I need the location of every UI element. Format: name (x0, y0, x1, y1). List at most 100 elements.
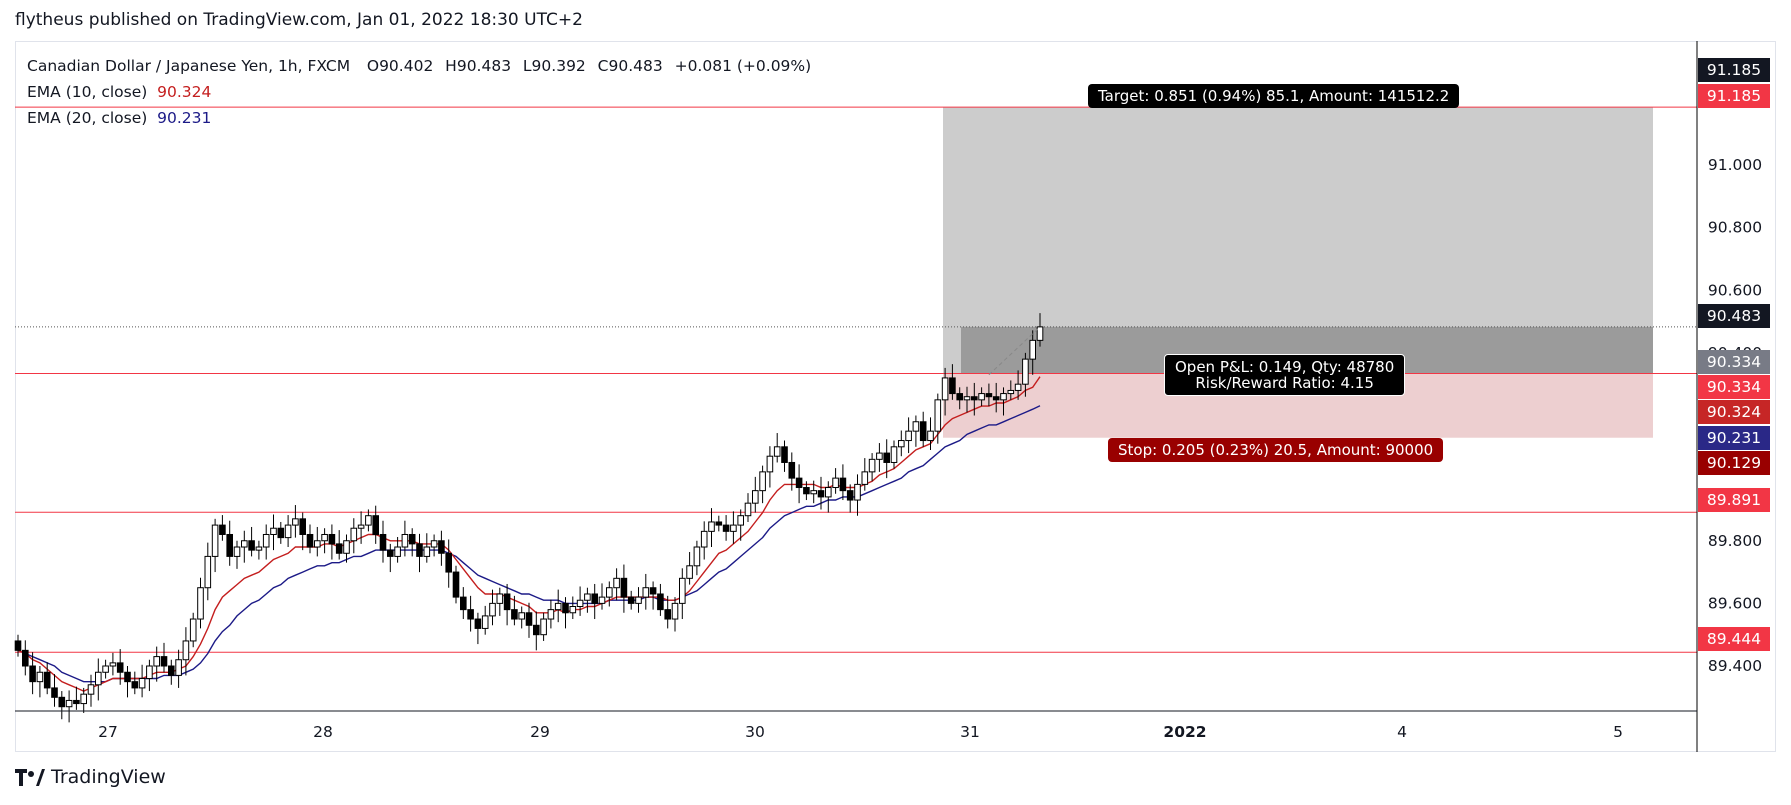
candle-body-110 (817, 490, 825, 498)
candle-body-75 (562, 602, 569, 614)
candle-body-42 (321, 533, 328, 542)
chart-frame[interactable] (15, 41, 1776, 752)
candle-body-66 (496, 593, 504, 604)
candle-body-14 (116, 662, 124, 673)
candle-body-19 (153, 656, 160, 667)
candle-body-28 (219, 524, 226, 535)
candle-body-0 (14, 640, 22, 651)
candle-body-87 (649, 587, 657, 595)
tradingview-logo[interactable]: TradingView (15, 766, 166, 788)
candle-body-77 (576, 599, 584, 608)
ema10-value: 90.324 (157, 83, 212, 101)
price-label-1: 91.185 (1698, 84, 1770, 108)
price-label-0: 91.185 (1698, 58, 1770, 82)
open-pnl-text: Open P&L: 0.149, Qty: 48780 (1175, 358, 1395, 376)
candle-body-90 (671, 602, 679, 620)
ema10-row[interactable]: EMA (10, close) 90.324 (27, 79, 813, 105)
candle-body-47 (357, 524, 365, 529)
candle-body-74 (554, 602, 562, 611)
x-tick-label-5: 2022 (1163, 723, 1206, 741)
brand-name: TradingView (51, 766, 166, 788)
price-label-2: 90.483 (1698, 304, 1770, 328)
candle-body-113 (839, 477, 847, 492)
ema20-value: 90.231 (157, 109, 212, 127)
candle-body-49 (372, 515, 379, 535)
candle-body-16 (131, 681, 139, 689)
candle-body-17 (138, 678, 146, 689)
candle-body-61 (460, 596, 467, 611)
candle-body-30 (233, 546, 241, 557)
candle-body-125 (927, 430, 934, 442)
candle-body-109 (810, 490, 818, 495)
candle-body-8 (73, 699, 80, 705)
candle-body-56 (423, 546, 431, 557)
candle-body-4 (43, 671, 51, 689)
candle-body-101 (752, 490, 759, 504)
candle-body-29 (226, 533, 233, 557)
candle-body-31 (241, 540, 248, 548)
candle-body-116 (861, 471, 869, 485)
x-tick-label-2: 29 (530, 723, 550, 741)
pnl-tag[interactable]: Open P&L: 0.149, Qty: 48780 Risk/Reward … (1164, 354, 1406, 396)
price-label-8: 89.891 (1698, 488, 1770, 512)
candle-body-84 (627, 596, 635, 604)
candle-body-126 (934, 399, 942, 432)
candle-body-118 (876, 452, 883, 460)
high-value: H90.483 (445, 57, 512, 75)
candle-body-9 (80, 693, 88, 705)
y-tick-label-0: 91.000 (1708, 156, 1762, 174)
candle-body-86 (642, 587, 650, 598)
x-tick-label-1: 28 (313, 723, 333, 741)
ema20-row[interactable]: EMA (20, close) 90.231 (27, 105, 813, 131)
candle-body-20 (160, 656, 168, 667)
candle-body-91 (679, 577, 686, 604)
candle-body-67 (503, 593, 511, 611)
candle-body-99 (737, 515, 745, 526)
candle-body-81 (606, 587, 613, 598)
x-tick-label-4: 31 (960, 723, 980, 741)
candle-body-68 (511, 609, 518, 620)
candle-body-111 (825, 487, 832, 498)
candle-body-3 (36, 671, 44, 683)
stop-tag[interactable]: Stop: 0.205 (0.23%) 20.5, Amount: 90000 (1108, 438, 1444, 462)
x-tick-label-7: 5 (1613, 723, 1623, 741)
candle-body-45 (343, 540, 350, 554)
candle-body-62 (467, 609, 474, 620)
candle-body-95 (708, 521, 715, 532)
candle-body-97 (722, 524, 730, 532)
candle-body-22 (175, 659, 182, 676)
candle-body-140 (1036, 326, 1044, 341)
candle-body-132 (978, 393, 985, 401)
candle-body-37 (284, 524, 292, 539)
candle-body-2 (29, 665, 36, 683)
candle-body-136 (1007, 389, 1015, 395)
candle-body-70 (525, 612, 533, 626)
candle-body-65 (489, 602, 496, 617)
candle-body-115 (854, 483, 861, 501)
candle-body-137 (1014, 383, 1022, 391)
candle-body-131 (971, 396, 978, 401)
candle-body-69 (518, 612, 526, 620)
candle-body-133 (985, 393, 993, 398)
low-value: L90.392 (522, 57, 586, 75)
candle-body-98 (730, 524, 737, 532)
candle-body-50 (379, 533, 387, 551)
candle-body-128 (949, 377, 956, 395)
candle-body-82 (613, 577, 620, 589)
candle-body-7 (65, 699, 73, 708)
candle-body-43 (328, 533, 336, 545)
candle-body-5 (51, 687, 58, 698)
candle-body-23 (182, 640, 190, 661)
candle-body-134 (992, 396, 1000, 401)
target-tag[interactable]: Target: 0.851 (0.94%) 85.1, Amount: 1415… (1088, 84, 1460, 108)
candle-body-12 (102, 665, 109, 673)
candle-body-27 (211, 524, 219, 557)
candle-body-39 (299, 518, 306, 535)
ema20-label: EMA (20, close) (27, 109, 148, 127)
candle-body-1 (22, 649, 29, 667)
ema20-line (17, 405, 1041, 683)
candle-body-36 (277, 527, 285, 539)
candle-body-55 (416, 543, 423, 557)
y-tick-label-1: 90.800 (1708, 219, 1762, 237)
price-label-5: 90.324 (1698, 400, 1770, 424)
